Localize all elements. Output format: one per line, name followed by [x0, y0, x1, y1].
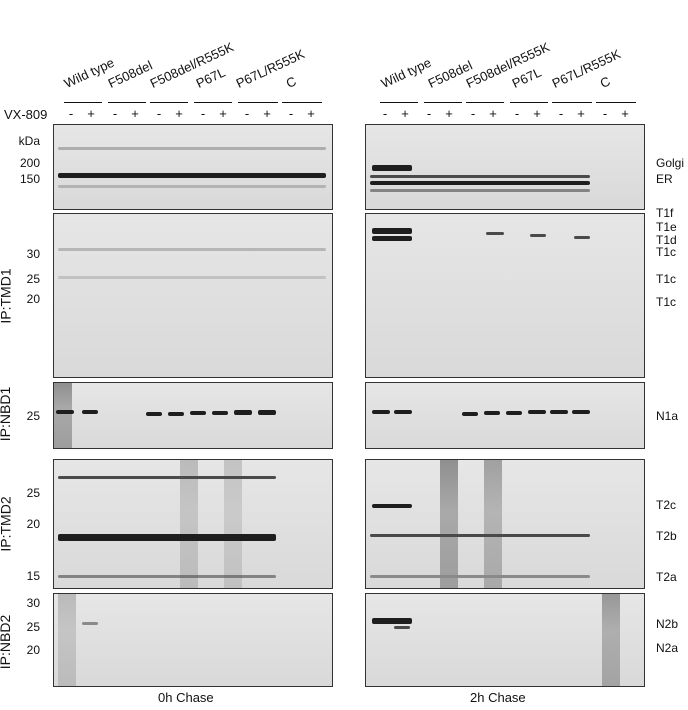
- plus-sign: +: [577, 106, 585, 121]
- ip-tmd1-label: IP:TMD1: [0, 268, 14, 324]
- label-t2a: T2a: [656, 570, 677, 584]
- label-t1c: T1c: [656, 245, 677, 259]
- minus-sign: -: [382, 106, 388, 121]
- label-t1e: T1e: [656, 220, 677, 234]
- minus-sign: -: [426, 106, 432, 121]
- sample-label: C: [283, 73, 299, 91]
- label-t1c: T1c: [656, 295, 677, 309]
- sample-label: P67L/R555K: [549, 46, 623, 91]
- right-panel-nbd2: [365, 593, 645, 687]
- sample-label: F508del/R555K: [463, 39, 552, 91]
- marker-25: 25: [26, 486, 40, 500]
- marker-20: 20: [26, 643, 40, 657]
- left-panel-nbd2: [53, 593, 333, 687]
- plus-sign: +: [533, 106, 541, 121]
- vx-809-label: VX-809: [4, 107, 48, 122]
- label-t1f: T1f: [656, 206, 674, 220]
- label-t1d: T1d: [656, 233, 677, 247]
- minus-sign: -: [244, 106, 250, 121]
- label-n1a: N1a: [656, 409, 679, 423]
- marker-30: 30: [26, 596, 40, 610]
- left-panel-nbd1: [53, 382, 333, 449]
- plus-sign: +: [307, 106, 315, 121]
- chase-2h-label: 2h Chase: [470, 690, 526, 705]
- marker-30: 30: [26, 247, 40, 261]
- marker-25: 25: [26, 272, 40, 286]
- sample-label: F508del/R555K: [147, 39, 236, 91]
- left-panel-total: [53, 124, 333, 210]
- marker-150: 150: [19, 172, 40, 186]
- label-t1c: T1c: [656, 272, 677, 286]
- marker-25: 25: [26, 409, 40, 423]
- plus-sign: +: [489, 106, 497, 121]
- marker-15: 15: [26, 569, 40, 583]
- plus-sign: +: [263, 106, 271, 121]
- plus-sign: +: [131, 106, 139, 121]
- label-n2b: N2b: [656, 617, 679, 631]
- marker-25: 25: [26, 620, 40, 634]
- minus-sign: -: [470, 106, 476, 121]
- left-panel-tmd1: [53, 213, 333, 378]
- right-panel-total: [365, 124, 645, 210]
- minus-sign: -: [558, 106, 564, 121]
- minus-sign: -: [602, 106, 608, 121]
- label-er: ER: [656, 172, 673, 186]
- marker-200: 200: [19, 156, 40, 170]
- minus-sign: -: [288, 106, 294, 121]
- sample-label: Wild type: [61, 54, 117, 91]
- right-panel-tmd2: [365, 459, 645, 589]
- minus-sign: -: [514, 106, 520, 121]
- right-panel-nbd1: [365, 382, 645, 449]
- label-t2c: T2c: [656, 498, 677, 512]
- ip-nbd2-label: IP:NBD2: [0, 614, 14, 670]
- minus-sign: -: [200, 106, 206, 121]
- left-panel-tmd2: [53, 459, 333, 589]
- plus-sign: +: [175, 106, 183, 121]
- marker-20: 20: [26, 517, 40, 531]
- plus-sign: +: [401, 106, 409, 121]
- minus-sign: -: [68, 106, 74, 121]
- label-golgi: Golgi: [656, 156, 685, 170]
- right-panel-tmd1: [365, 213, 645, 378]
- sample-label: C: [597, 73, 613, 91]
- sample-label: Wild type: [378, 54, 434, 91]
- ip-tmd2-label: IP:TMD2: [0, 496, 14, 552]
- minus-sign: -: [156, 106, 162, 121]
- plus-sign: +: [621, 106, 629, 121]
- label-n2a: N2a: [656, 641, 679, 655]
- label-t2b: T2b: [656, 529, 677, 543]
- marker-20: 20: [26, 292, 40, 306]
- plus-sign: +: [219, 106, 227, 121]
- chase-0h-label: 0h Chase: [158, 690, 214, 705]
- kda-label: kDa: [18, 134, 40, 148]
- plus-sign: +: [445, 106, 453, 121]
- ip-nbd1-label: IP:NBD1: [0, 386, 14, 442]
- minus-sign: -: [112, 106, 118, 121]
- plus-sign: +: [87, 106, 95, 121]
